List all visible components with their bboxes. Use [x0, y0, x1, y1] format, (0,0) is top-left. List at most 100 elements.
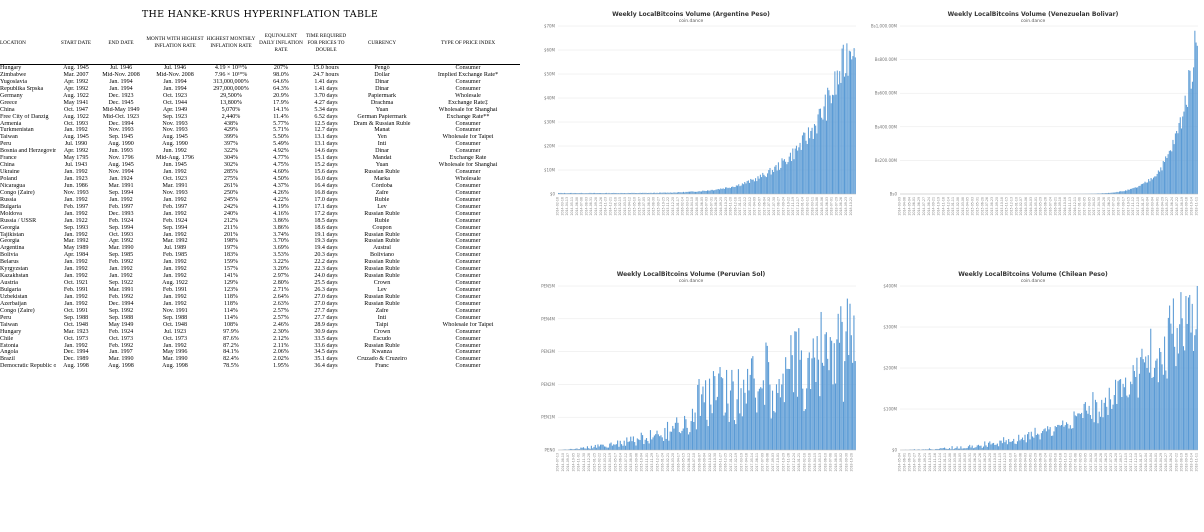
- volume-bar: [815, 125, 817, 194]
- x-tick-label: 2015-12-13: [1003, 453, 1007, 472]
- volume-bar: [1145, 356, 1147, 450]
- volume-bar: [1169, 305, 1171, 450]
- volume-bar: [1187, 106, 1189, 194]
- chart-title: Weekly LocalBitcoins Volume (Venezuelan …: [948, 11, 1119, 18]
- table-cell: Republika Srpska: [0, 85, 44, 92]
- volume-bar: [1024, 434, 1026, 450]
- volume-bar: [1120, 379, 1122, 450]
- table-cell: Dec. 1993: [108, 210, 134, 217]
- volume-bar: [619, 193, 621, 194]
- volume-bar: [572, 449, 574, 450]
- volume-bar: [708, 190, 710, 194]
- table-cell: Oct. 1944: [162, 99, 188, 106]
- table-cell: Jun. 1986: [64, 182, 88, 189]
- volume-bar: [1148, 179, 1150, 194]
- table-row: Armenia Oct. 1993 Dec. 1994 Nov. 1993 438% 5.…: [0, 121, 520, 128]
- volume-bar: [767, 173, 769, 194]
- volume-bar: [577, 449, 579, 450]
- volume-bar: [666, 192, 668, 194]
- volume-bar: [967, 446, 969, 450]
- volume-bar: [607, 193, 609, 194]
- volume-bar: [800, 350, 802, 450]
- y-tick-label: PEN4M: [541, 316, 555, 321]
- volume-bar: [952, 449, 954, 450]
- table-cell: Mid-Nov. 2008: [102, 71, 140, 78]
- volume-bar: [606, 447, 608, 450]
- x-tick-label: 2017-07-23: [1112, 197, 1116, 216]
- volume-bar: [991, 443, 993, 450]
- x-tick-label: 2014-08-24: [918, 453, 922, 472]
- volume-bar: [758, 178, 760, 194]
- x-tick-label: 2014-08-24: [927, 197, 931, 216]
- x-tick-label: 2015-03-15: [623, 197, 627, 216]
- table-row: Georgia Sep. 1993 Sep. 1994 Sep. 1994 211% 3.…: [0, 225, 520, 232]
- volume-bar: [737, 369, 739, 450]
- volume-bar: [1177, 133, 1179, 194]
- volume-bar: [845, 331, 847, 450]
- table-cell: 18.6 days: [314, 224, 338, 231]
- x-tick-label: 2016-11-27: [718, 453, 722, 472]
- table-row: Congo (Zaire) Nov. 1993 Sep. 1994 Nov. 1993…: [0, 190, 520, 197]
- x-tick-label: 2018-06-03: [825, 197, 829, 216]
- table-cell: 211%: [224, 224, 238, 231]
- volume-bar: [596, 447, 598, 450]
- volume-bar: [743, 184, 745, 194]
- volume-bar: [605, 446, 607, 450]
- table-cell: Estonia: [0, 342, 19, 349]
- x-tick-label: 2015-03-22: [603, 453, 607, 472]
- table-cell: Aug. 1922: [63, 113, 89, 120]
- table-cell: Russian Ruble: [364, 238, 400, 245]
- table-cell: Consumer: [455, 231, 481, 238]
- volume-bar: [837, 313, 839, 450]
- table-cell: Apr. 1992: [63, 85, 89, 92]
- table-cell: Jan. 1992: [163, 266, 187, 273]
- table-cell: 11.4%: [273, 113, 289, 120]
- table-cell: Jan. 1994: [109, 78, 133, 85]
- volume-bar: [1193, 67, 1195, 194]
- volume-bar: [603, 446, 606, 450]
- volume-bar: [787, 368, 789, 450]
- volume-bar: [1117, 381, 1119, 450]
- table-cell: 87.6%: [223, 335, 239, 342]
- y-tick-label: Bs0: [890, 192, 898, 197]
- volume-bar: [559, 193, 561, 194]
- x-tick-label: 2018-09-16: [1185, 197, 1189, 216]
- volume-bar: [1008, 438, 1010, 450]
- table-cell: 2.46%: [273, 321, 289, 328]
- volume-bar: [1160, 351, 1162, 450]
- table-cell: Democratic Republic of Congo: [0, 363, 56, 370]
- table-cell: Jan. 1992: [64, 273, 88, 280]
- volume-bar: [1131, 384, 1133, 450]
- table-row: Republika Srpska Apr. 1992 Jan. 1994 Jan. 1…: [0, 86, 520, 93]
- volume-bar: [740, 185, 742, 194]
- x-tick-label: 2016-05-08: [695, 197, 699, 216]
- table-cell: Jan. 1992: [163, 273, 187, 280]
- volume-bar: [999, 440, 1001, 450]
- table-cell: Dec. 1994: [108, 120, 134, 127]
- volume-bar: [959, 448, 961, 450]
- volume-bar: [680, 433, 682, 450]
- x-tick-label: 2016-03-06: [1018, 453, 1022, 472]
- x-tick-label: 2018-04-08: [815, 197, 819, 216]
- table-cell: Brazil: [0, 356, 15, 363]
- table-cell: Taipi: [375, 321, 389, 328]
- x-tick-label: 2017-09-03: [771, 453, 775, 472]
- volume-bar: [1185, 104, 1187, 194]
- volume-bar: [710, 189, 712, 194]
- table-cell: 4.26%: [273, 189, 289, 196]
- volume-bar: [1127, 397, 1129, 450]
- volume-bar: [677, 422, 679, 450]
- x-tick-label: 2018-10-14: [1190, 197, 1194, 216]
- volume-bar: [740, 388, 742, 450]
- volume-bar: [1148, 372, 1151, 450]
- volume-bar: [1157, 382, 1159, 450]
- y-tick-label: $30M: [544, 120, 556, 125]
- x-tick-label: 2016-07-24: [1043, 453, 1047, 472]
- volume-bar: [1141, 348, 1143, 450]
- volume-bar: [760, 387, 762, 450]
- volume-bar: [1117, 192, 1119, 194]
- volume-bar: [976, 445, 978, 450]
- x-tick-label: 2017-03-05: [1084, 453, 1088, 472]
- volume-bar: [745, 183, 747, 194]
- volume-bar: [666, 421, 669, 450]
